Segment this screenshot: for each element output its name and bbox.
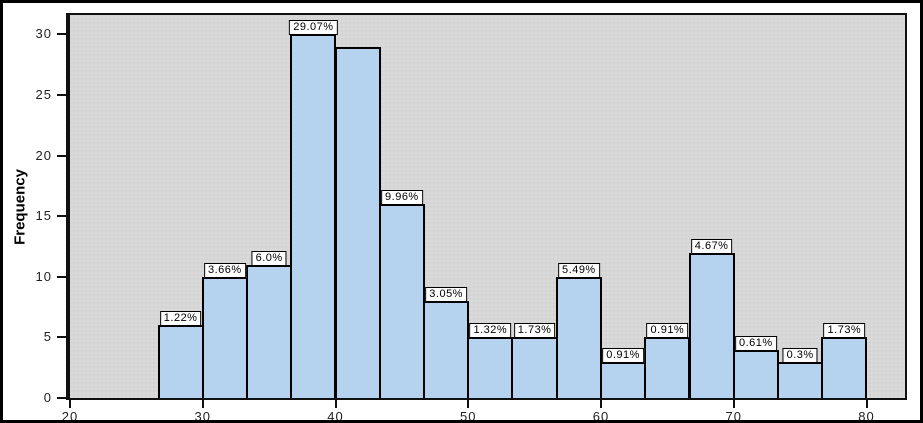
bar-value-label: 1.22% (159, 311, 202, 327)
x-axis-tick-label: 30 (194, 409, 211, 423)
bar-value-label: 6.0% (251, 250, 287, 266)
histogram-bar (600, 361, 647, 398)
bar-value-label: 1.32% (469, 323, 512, 339)
y-axis-tick (57, 33, 70, 36)
y-axis-tick (57, 275, 70, 278)
histogram-bar (201, 276, 248, 398)
bar-value-label: 9.96% (381, 190, 423, 206)
bars-layer: 1.22% 3.66% 6.0% 29.07% 9.96% 3.05% 1.32% 1.73%… (70, 15, 905, 398)
x-axis-tick (201, 398, 204, 408)
y-axis-tick-label: 5 (43, 329, 52, 345)
histogram-bar (290, 34, 337, 398)
bar-value-label: 5.49% (558, 262, 600, 278)
bar-value-label: 0.61% (735, 335, 777, 351)
x-axis-tick (732, 398, 735, 408)
histogram-bar (157, 325, 204, 398)
y-axis-tick (57, 93, 70, 96)
x-axis-tick-label: 60 (592, 409, 610, 423)
x-axis-tick (334, 398, 337, 408)
y-axis-tick-label: 25 (35, 86, 52, 102)
y-axis-tick (57, 397, 70, 399)
bar-value-label: 0.3% (782, 347, 818, 363)
bar-value-label: 1.73% (823, 323, 866, 339)
x-axis-tick (69, 398, 71, 408)
histogram-bar (688, 252, 735, 398)
bar-value-label: 1.73% (513, 323, 556, 339)
plot-area: Frequency 0 5 10 15 20 25 30 20 30 40 50 60 70 80 1.… (12, 13, 907, 420)
y-axis-tick (57, 154, 70, 157)
y-axis-tick-label: 20 (35, 147, 52, 163)
bar-value-label: 3.66% (204, 262, 246, 278)
x-axis-tick-label: 70 (725, 409, 742, 423)
x-axis-tick-label: 40 (327, 409, 344, 423)
histogram-bar (511, 337, 558, 398)
histogram-bar (821, 337, 868, 398)
x-axis-tick-label: 50 (460, 409, 477, 423)
histogram-bar (423, 301, 470, 398)
histogram-bar (644, 337, 691, 398)
bar-value-label: 4.67% (690, 238, 733, 254)
y-axis-tick (57, 336, 70, 339)
x-axis-tick (865, 398, 868, 408)
histogram-bar (334, 46, 381, 398)
y-axis-tick-label: 30 (35, 26, 52, 42)
histogram-bar (776, 361, 824, 398)
histogram-bar (245, 264, 293, 398)
histogram-bar (555, 276, 602, 398)
x-axis-tick (600, 398, 602, 408)
y-axis-tick-label: 0 (43, 390, 52, 405)
y-axis-tick (57, 215, 70, 218)
bar-value-label: 3.05% (425, 287, 467, 303)
x-axis-tick-label: 20 (61, 409, 79, 423)
y-axis-tick-label: 15 (35, 208, 52, 224)
histogram-bar (467, 337, 514, 398)
bar-value-label: 0.91% (602, 347, 644, 363)
histogram-bar (732, 349, 779, 398)
y-axis-tick-label: 10 (35, 268, 52, 284)
x-axis-tick (467, 398, 470, 408)
y-axis-title: Frequency (11, 168, 29, 245)
bar-value-label: 0.91% (646, 323, 689, 339)
bar-value-label: 29.07% (289, 20, 338, 36)
x-axis-tick-label: 80 (858, 409, 875, 423)
histogram-bar (378, 204, 425, 398)
